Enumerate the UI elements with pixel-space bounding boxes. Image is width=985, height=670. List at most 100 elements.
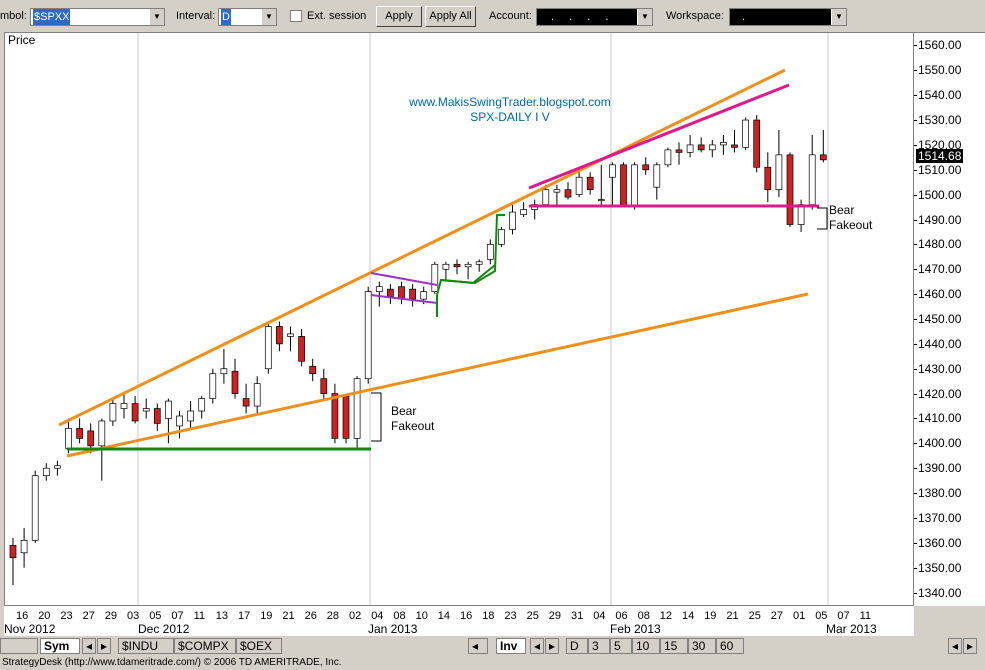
tab-interval-15[interactable]: 15 xyxy=(660,638,688,654)
price-tick-label: 1510.00 xyxy=(918,162,962,177)
date-tick-label: 02 xyxy=(349,610,362,622)
scroll-left-icon[interactable]: ◂ xyxy=(82,638,96,654)
candle xyxy=(642,157,650,175)
scroll-left-icon[interactable]: ◂ xyxy=(468,638,488,654)
candle xyxy=(253,376,261,414)
scroll-right-icon[interactable]: ▸ xyxy=(97,638,111,654)
candle xyxy=(609,162,616,205)
symbol-label: mbol: xyxy=(0,10,27,22)
candle xyxy=(187,401,194,429)
workspace-combo[interactable]: . ▼ xyxy=(729,8,847,26)
price-tick-mark xyxy=(914,244,917,246)
symbol-combo[interactable]: $SPXX ▼ xyxy=(30,8,165,26)
ext-session-checkbox[interactable] xyxy=(290,10,302,22)
date-tick-label: 25 xyxy=(748,610,761,622)
chevron-down-icon[interactable]: ▼ xyxy=(261,9,276,25)
candle xyxy=(764,152,772,203)
tab-interval-5[interactable]: 5 xyxy=(610,638,632,654)
tab-inv[interactable]: Inv xyxy=(496,638,526,654)
candle xyxy=(575,172,583,198)
chevron-down-icon[interactable]: ▼ xyxy=(637,9,652,25)
candle xyxy=(298,328,305,367)
tab-interval-30[interactable]: 30 xyxy=(688,638,716,654)
price-tick-mark xyxy=(914,269,917,271)
price-tick-mark xyxy=(914,418,917,420)
price-tick-mark xyxy=(914,294,917,296)
candle xyxy=(20,527,28,568)
candle xyxy=(697,137,705,153)
price-tick-mark xyxy=(914,343,917,345)
tab-interval-d[interactable]: D xyxy=(566,638,588,654)
candle xyxy=(231,358,239,399)
date-tick-label: 14 xyxy=(437,610,451,622)
tabs-bar: Sym ◂ ▸ $INDU $COMPX $OEX ◂ Inv ◂ ▸ D 3 … xyxy=(0,638,985,656)
price-tick-label: 1440.00 xyxy=(918,336,962,351)
tab-blank[interactable] xyxy=(0,638,38,654)
price-tick-label: 1470.00 xyxy=(918,262,962,277)
date-tick-label: 26 xyxy=(304,610,317,622)
date-tick-label: 16 xyxy=(16,610,29,622)
flag-lower-line xyxy=(370,294,438,304)
candle xyxy=(586,172,594,195)
apply-all-button[interactable]: Apply All xyxy=(425,6,476,27)
flag-upper-line xyxy=(370,272,438,286)
candle xyxy=(153,403,161,431)
candle xyxy=(320,368,328,399)
tab-compx[interactable]: $COMPX xyxy=(174,638,236,654)
chevron-down-icon[interactable]: ▼ xyxy=(831,9,846,25)
tab-interval-3[interactable]: 3 xyxy=(588,638,610,654)
price-tick-label: 1460.00 xyxy=(918,287,962,302)
candle xyxy=(720,134,727,155)
tab-indu[interactable]: $INDU xyxy=(118,638,174,654)
candle xyxy=(664,147,672,168)
candle xyxy=(364,286,372,384)
date-tick-label: 04 xyxy=(371,610,384,622)
tab-oex[interactable]: $OEX xyxy=(236,638,282,654)
bracket-2 xyxy=(817,207,828,230)
price-tick-label: 1490.00 xyxy=(918,212,962,227)
candle xyxy=(564,182,572,200)
tab-interval-10[interactable]: 10 xyxy=(632,638,660,654)
candle xyxy=(353,376,361,449)
account-combo[interactable]: . . . . ▼ xyxy=(536,8,653,26)
price-tick-mark xyxy=(914,468,917,470)
candle xyxy=(797,199,805,232)
candle xyxy=(464,261,472,280)
date-tick-label: 08 xyxy=(393,610,406,622)
tab-sym[interactable]: Sym xyxy=(40,638,80,654)
date-axis[interactable]: 16 20 23 27 29 03 05 07 11 13 17 19 21 26 28 02 04 08 10 14… xyxy=(4,606,914,636)
candle xyxy=(331,383,339,444)
date-tick-label: 29 xyxy=(104,610,118,622)
price-tick-label: 1500.00 xyxy=(918,187,962,202)
interval-combo[interactable]: D ▼ xyxy=(218,8,277,26)
current-price-badge: 1514.68 xyxy=(916,149,964,163)
annotation-line: Fakeout xyxy=(391,419,435,433)
watermark-url: www.MakisSwingTrader.blogspot.com xyxy=(409,95,611,109)
date-tick-label: 14 xyxy=(682,610,695,622)
candle xyxy=(520,202,527,218)
candle xyxy=(76,418,83,444)
chevron-down-icon[interactable]: ▼ xyxy=(149,9,164,25)
price-tick-label: 1450.00 xyxy=(918,312,962,326)
scroll-right-icon[interactable]: ▸ xyxy=(545,638,559,654)
price-chart[interactable]: Price www.MakisSwingTrader.blogspot.com … xyxy=(4,32,914,606)
candle xyxy=(209,368,217,404)
price-tick-mark xyxy=(914,493,917,495)
ext-session-label: Ext. session xyxy=(307,10,367,22)
candle xyxy=(531,199,539,220)
date-tick-label: 23 xyxy=(504,610,517,622)
price-axis[interactable]: 1560.00 1550.00 1540.00 1530.00 1520.00 1510.… xyxy=(914,32,985,606)
scroll-right-icon[interactable]: ▸ xyxy=(963,638,977,654)
chart-title: SPX-DAILY I V xyxy=(470,110,550,124)
date-tick-label: 01 xyxy=(793,610,806,622)
date-tick-label: 27 xyxy=(82,610,95,622)
tab-interval-60[interactable]: 60 xyxy=(716,638,744,654)
price-tick-label: 1560.00 xyxy=(918,38,962,53)
candle xyxy=(375,281,383,307)
price-tick-label: 1380.00 xyxy=(918,486,962,501)
date-tick-label: 03 xyxy=(127,610,140,622)
scroll-left-icon[interactable]: ◂ xyxy=(948,638,962,654)
candle xyxy=(786,152,794,227)
apply-button[interactable]: Apply xyxy=(376,6,422,27)
scroll-left-icon[interactable]: ◂ xyxy=(530,638,544,654)
